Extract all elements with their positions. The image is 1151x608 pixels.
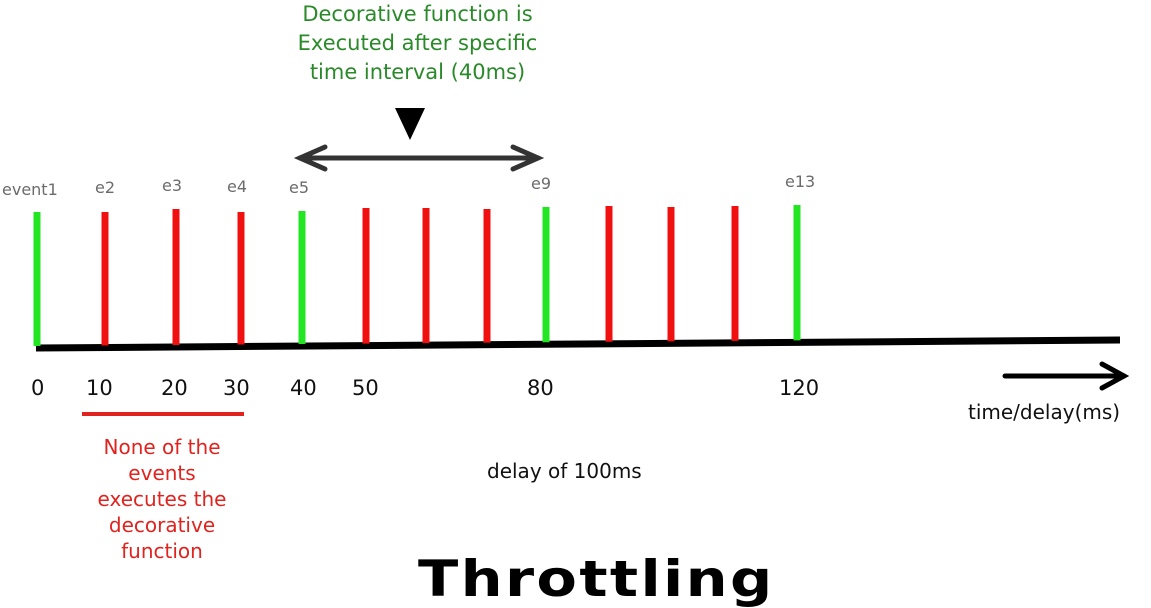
- delay-label: delay of 100ms: [487, 459, 642, 483]
- event-label-e2: e2: [95, 178, 116, 197]
- top-annotation: Decorative function is Executed after sp…: [250, 0, 585, 87]
- tick-label: 20: [161, 376, 188, 400]
- down-triangle-icon: [395, 108, 425, 140]
- tick-label: 0: [31, 376, 45, 400]
- tick-label: 120: [779, 376, 820, 400]
- top-annotation-line: Executed after specific: [297, 31, 538, 55]
- page-title: Throttling: [418, 550, 775, 608]
- red-note-line: executes the: [97, 487, 227, 511]
- tick-label: 50: [352, 376, 379, 400]
- interval-double-arrow: [293, 144, 545, 172]
- event-label-e9: e9: [531, 174, 552, 193]
- red-note: None of the events executes the decorati…: [72, 434, 252, 564]
- red-note-line: None of the: [103, 435, 221, 459]
- event-label-e5: e5: [289, 178, 310, 197]
- top-annotation-line: time interval (40ms): [309, 60, 526, 84]
- tick-label: 30: [223, 376, 250, 400]
- tick-label: 40: [290, 376, 317, 400]
- axis-label: time/delay(ms): [968, 400, 1121, 424]
- event-label-e13: e13: [785, 172, 816, 191]
- event-label-e4: e4: [227, 177, 248, 196]
- red-note-line: function: [121, 539, 203, 563]
- red-note-line: events: [128, 461, 196, 485]
- red-note-line: decorative: [108, 513, 216, 537]
- event-bars: [33, 205, 801, 346]
- top-annotation-line: Decorative function is: [302, 2, 533, 26]
- event-label-e3: e3: [162, 176, 183, 195]
- event-label-event1: event1: [2, 180, 58, 199]
- time-direction-arrow: [1002, 361, 1130, 391]
- tick-label: 10: [86, 376, 113, 400]
- time-axis: [35, 336, 1121, 352]
- tick-label: 80: [527, 376, 554, 400]
